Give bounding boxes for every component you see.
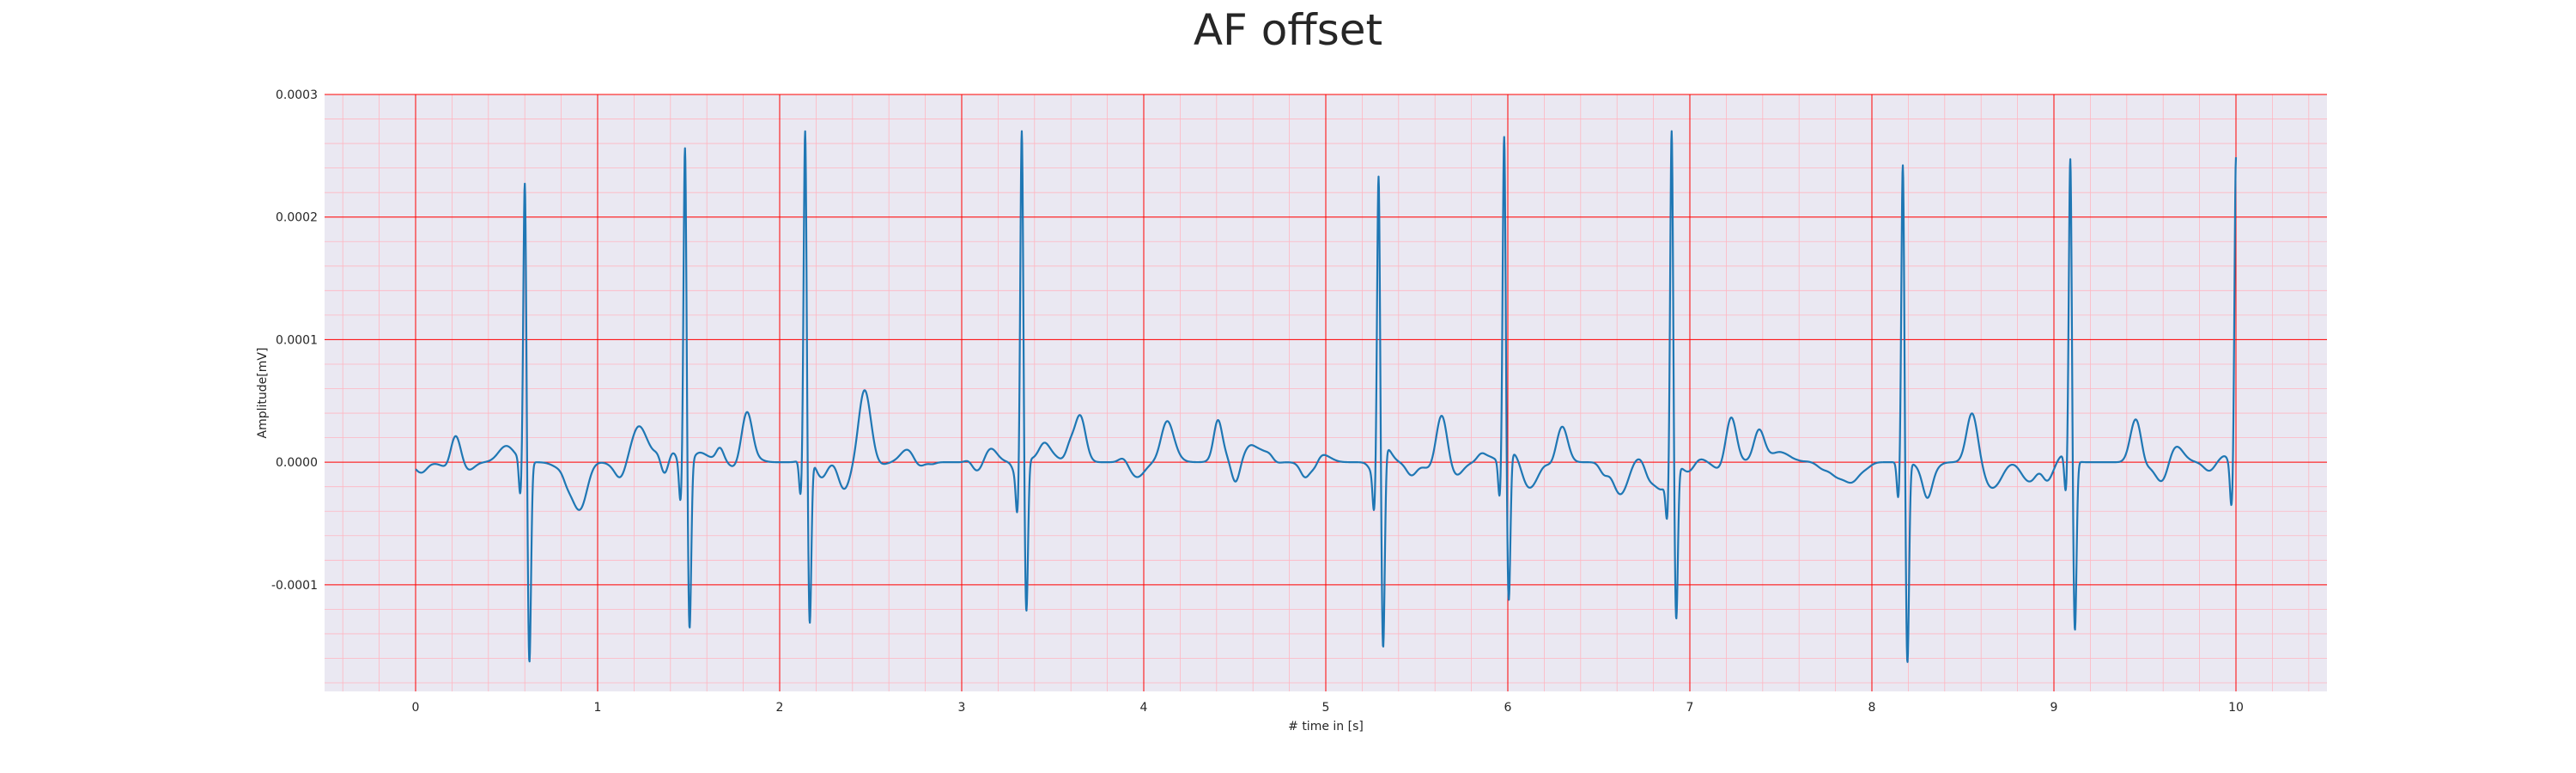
y-tick-label: 0.0000 bbox=[276, 456, 318, 470]
x-axis-ticks: 0 1 2 3 4 5 6 7 8 9 10 bbox=[412, 701, 2244, 715]
chart-title: AF offset bbox=[1194, 5, 1382, 55]
x-tick-label: 9 bbox=[2050, 701, 2058, 715]
y-tick-label: 0.0003 bbox=[276, 88, 318, 102]
y-tick-label: 0.0002 bbox=[276, 211, 318, 225]
x-tick-label: 8 bbox=[1868, 701, 1876, 715]
x-tick-label: 2 bbox=[776, 701, 784, 715]
x-axis-label: # time in [s] bbox=[1288, 720, 1364, 733]
y-tick-label: 0.0001 bbox=[276, 333, 318, 347]
x-tick-label: 5 bbox=[1322, 701, 1330, 715]
x-tick-label: 1 bbox=[594, 701, 602, 715]
x-tick-label: 10 bbox=[2228, 701, 2244, 715]
x-tick-label: 3 bbox=[958, 701, 966, 715]
x-tick-label: 4 bbox=[1140, 701, 1148, 715]
y-axis-ticks: -0.0001 0.0000 0.0001 0.0002 0.0003 bbox=[271, 88, 318, 593]
y-axis-label: Amplitude[mV] bbox=[256, 348, 270, 439]
x-tick-label: 6 bbox=[1504, 701, 1512, 715]
x-tick-label: 0 bbox=[412, 701, 420, 715]
x-tick-label: 7 bbox=[1686, 701, 1694, 715]
y-tick-label: -0.0001 bbox=[271, 579, 318, 593]
